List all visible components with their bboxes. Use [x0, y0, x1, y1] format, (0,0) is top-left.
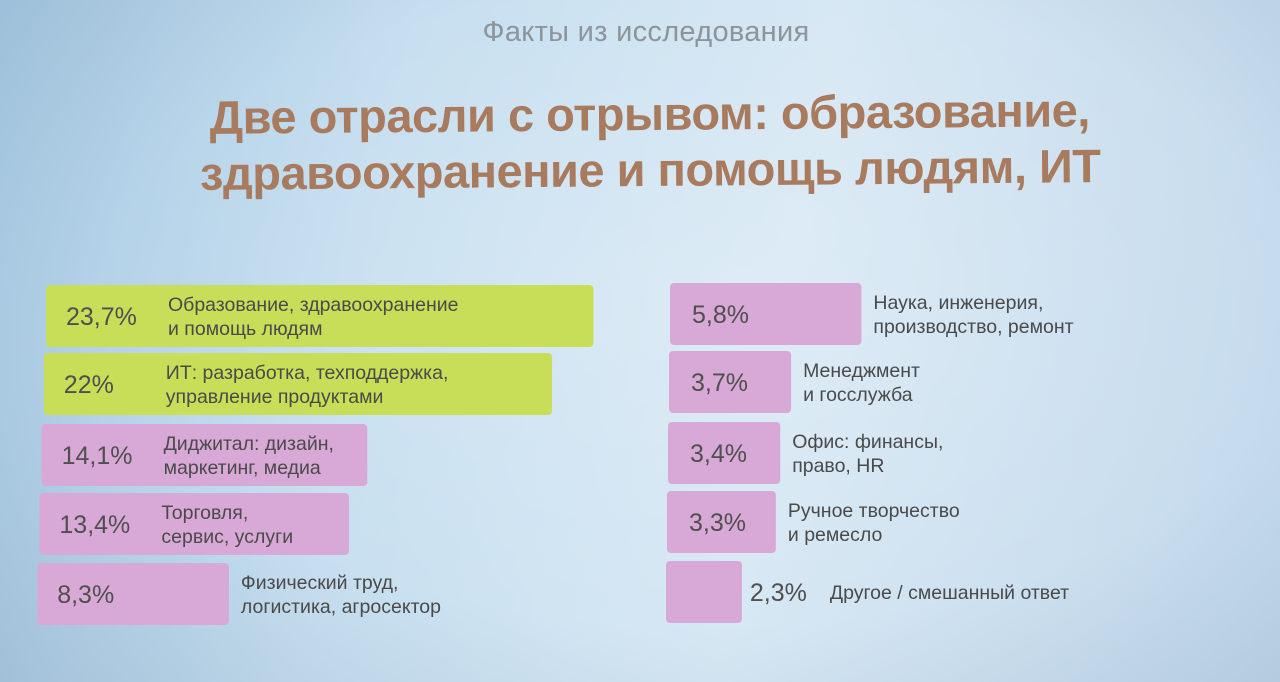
bar-category-label: и помощь людям: [168, 318, 323, 340]
bar-category-label: Менеджмент: [803, 360, 920, 382]
bar-category-label: производство, ремонт: [873, 316, 1073, 338]
bar-1-2: [43, 353, 553, 415]
bar-category-label: и госслужба: [803, 384, 913, 406]
bar-category-label: и ремесло: [788, 524, 883, 546]
bar-1-3: [41, 424, 368, 486]
bar-category-label: Торговля,: [161, 502, 248, 524]
bar-2-4: [667, 491, 776, 553]
bar-value-label: 13,4%: [59, 511, 130, 539]
bar-value-label: 22%: [64, 371, 114, 399]
bar-1-1: [46, 285, 594, 347]
bar-2-1: [670, 283, 862, 345]
bar-category-label: Диджитал: дизайн,: [164, 433, 334, 455]
bar-value-label: 3,4%: [690, 440, 747, 468]
bar-2-2: [669, 351, 792, 413]
bar-category-label: маркетинг, медиа: [164, 457, 321, 479]
bar-value-label: 2,3%: [750, 579, 807, 607]
bar-category-label: сервис, услуги: [161, 526, 293, 548]
bar-value-label: 3,3%: [689, 509, 746, 537]
bar-category-label: ИТ: разработка, техподдержка,: [166, 362, 449, 384]
bar-category-label: логистика, агросектор: [241, 596, 441, 618]
bar-category-label: право, HR: [792, 455, 884, 477]
bar-value-label: 8,3%: [57, 581, 114, 609]
bar-value-label: 5,8%: [692, 301, 749, 329]
bar-category-label: Другое / смешанный ответ: [830, 582, 1069, 604]
bar-category-label: Ручное творчество: [788, 500, 960, 522]
bar-category-label: Наука, инженерия,: [873, 292, 1043, 314]
slide-kicker: Факты из исследования: [482, 16, 810, 48]
bar-value-label: 14,1%: [62, 442, 133, 470]
bar-1-5: [37, 563, 229, 625]
bar-2-5: [666, 561, 742, 623]
bar-value-label: 3,7%: [691, 369, 748, 397]
bar-category-label: Образование, здравоохранение: [168, 294, 458, 316]
bar-2-3: [668, 422, 781, 484]
bar-value-label: 23,7%: [66, 303, 137, 331]
bar-1-4: [39, 493, 349, 555]
bar-category-label: Физический труд,: [241, 572, 399, 594]
bar-category-label: управление продуктами: [166, 386, 384, 408]
bar-category-label: Офис: финансы,: [792, 431, 943, 453]
